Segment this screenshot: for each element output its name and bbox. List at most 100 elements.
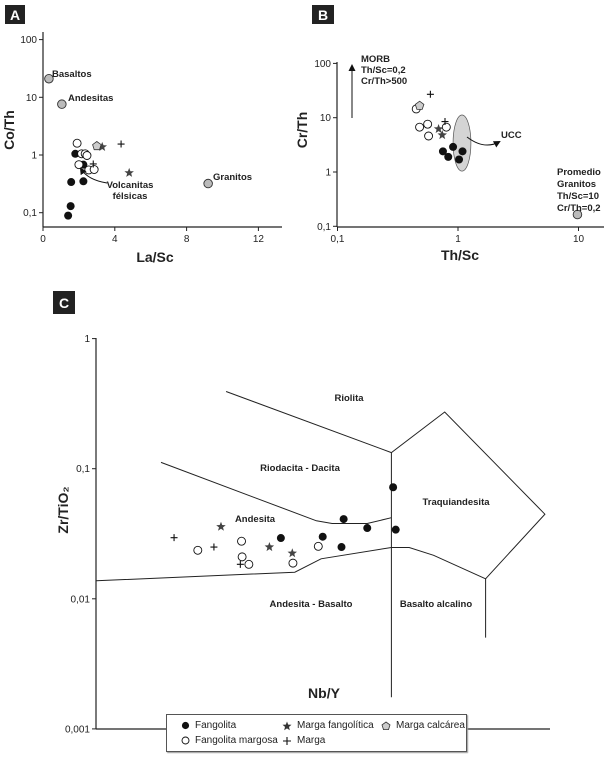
point-fangolita-margosa bbox=[415, 122, 425, 132]
y-axis-label: Co/Th bbox=[1, 110, 17, 150]
point-fangolita-margosa bbox=[244, 559, 254, 569]
point-fangolita bbox=[79, 177, 88, 186]
legend-item-fangolita: Fangolita bbox=[181, 720, 236, 731]
point-fangolita-margosa bbox=[423, 119, 433, 129]
point-fangolita bbox=[339, 515, 348, 524]
ucc-label: UCC bbox=[501, 130, 522, 141]
point-fangolita bbox=[64, 211, 73, 220]
point-fangolita bbox=[67, 178, 76, 187]
legend: Fangolita Marga fangolítica Marga calcár… bbox=[166, 714, 467, 752]
x-tick-label: 10 bbox=[573, 234, 585, 245]
y-axis-label: Zr/TiO₂ bbox=[55, 486, 71, 533]
x-tick-label: 8 bbox=[184, 234, 190, 245]
y-tick-label: 0,01 bbox=[71, 594, 91, 605]
field-label: Andesita - Basalto bbox=[270, 599, 353, 610]
annotation-label: Volcanitas bbox=[107, 180, 154, 191]
point-marga-fangolitica bbox=[264, 542, 275, 552]
point-fangolita-margosa bbox=[288, 558, 298, 568]
point-fangolita-margosa bbox=[237, 536, 246, 546]
point-fangolita bbox=[455, 155, 464, 164]
point-marga bbox=[441, 118, 449, 126]
y-tick-label: 10 bbox=[320, 113, 332, 124]
filled-circle-icon bbox=[181, 721, 190, 730]
field-label: Riodacita - Dacita bbox=[260, 463, 340, 474]
legend-label: Marga bbox=[297, 735, 326, 746]
point-marga bbox=[210, 543, 218, 551]
annotation-label: MORB bbox=[361, 54, 390, 65]
reference-point-label: Granitos bbox=[213, 172, 252, 183]
point-marga-calcarea bbox=[92, 141, 102, 151]
point-marga-fangolitica bbox=[97, 141, 107, 151]
point-fangolita-margosa bbox=[193, 545, 203, 555]
reference-point-label: Promedio bbox=[557, 167, 601, 178]
point-fangolita-margosa bbox=[237, 552, 247, 562]
point-fangolita bbox=[363, 524, 372, 533]
field-label: Riolita bbox=[334, 393, 364, 404]
y-tick-label: 0,001 bbox=[65, 724, 90, 735]
point-marga bbox=[170, 534, 178, 542]
field-boundary bbox=[96, 547, 486, 582]
x-tick-label: 0 bbox=[40, 234, 46, 245]
reference-point-label: Granitos bbox=[557, 179, 596, 190]
x-axis-label: Th/Sc bbox=[441, 247, 479, 263]
point-marga bbox=[89, 160, 97, 168]
point-fangolita bbox=[276, 534, 285, 543]
panel-label-b: B bbox=[312, 5, 334, 24]
reference-point bbox=[572, 209, 583, 220]
y-tick-label: 1 bbox=[84, 334, 90, 345]
reference-point-label: Basaltos bbox=[52, 69, 92, 80]
point-fangolita bbox=[458, 147, 467, 156]
x-tick-label: 0,1 bbox=[331, 234, 345, 245]
annotation-label: félsicas bbox=[113, 191, 148, 202]
reference-point bbox=[44, 73, 54, 84]
point-marga bbox=[426, 90, 434, 98]
reference-point bbox=[57, 99, 67, 109]
point-fangolita bbox=[318, 532, 327, 541]
point-fangolita-margosa bbox=[74, 160, 84, 170]
open-circle-icon bbox=[181, 736, 190, 745]
reference-point bbox=[203, 178, 213, 189]
point-marga bbox=[117, 140, 125, 148]
ucc-field bbox=[452, 114, 472, 172]
legend-item-marga-fangolitica: Marga fangolítica bbox=[282, 720, 374, 731]
point-fangolita bbox=[449, 142, 458, 151]
panel-b: 100 10 1 0,10,1 1 10 Th/Sc Cr/Th UCC PromedioGran… bbox=[294, 54, 604, 263]
x-tick-label: 4 bbox=[112, 234, 118, 245]
reference-point-label: Andesitas bbox=[68, 93, 113, 104]
y-axis-label: Cr/Th bbox=[294, 112, 310, 149]
point-marga bbox=[236, 560, 244, 568]
field-label: Traquiandesita bbox=[422, 497, 490, 508]
point-marga-fangolitica bbox=[287, 548, 297, 558]
y-tick-label: 10 bbox=[26, 93, 38, 104]
point-fangolita bbox=[391, 525, 400, 534]
legend-item-marga-calcarea: Marga calcárea bbox=[381, 720, 465, 731]
point-marga-calcarea bbox=[414, 100, 425, 110]
point-fangolita bbox=[444, 152, 453, 161]
y-tick-label: 0,1 bbox=[317, 222, 331, 233]
x-tick-label: 1 bbox=[455, 234, 461, 245]
panel-a: 100 10 1 0,1 0 4 8 12 La/Sc Co/Th Basaltos Andesita… bbox=[1, 32, 282, 265]
panel-c: 10,10,010,0010,11Nb/YZr/TiO₂RiolitaRioda… bbox=[55, 334, 550, 747]
annotation-label: Cr/Th>500 bbox=[361, 76, 407, 87]
point-marga-fangolitica bbox=[437, 130, 447, 140]
panel-label-c-text: C bbox=[59, 295, 69, 311]
y-tick-label: 0,1 bbox=[76, 464, 90, 475]
field-boundary bbox=[160, 461, 392, 524]
point-fangolita bbox=[71, 149, 80, 158]
ucc-arrow bbox=[466, 136, 501, 148]
panel-label-b-text: B bbox=[318, 7, 328, 23]
x-axis-label: Nb/Y bbox=[308, 685, 341, 701]
point-marga-fangolitica bbox=[216, 521, 226, 531]
x-axis-label: La/Sc bbox=[136, 249, 174, 265]
reference-point-label: Cr/Th=0,2 bbox=[557, 203, 601, 214]
y-tick-label: 100 bbox=[314, 59, 331, 70]
reference-point-label: Th/Sc=10 bbox=[557, 191, 599, 202]
y-tick-label: 1 bbox=[325, 168, 331, 179]
point-fangolita bbox=[438, 147, 447, 156]
volcanitas-arrow bbox=[79, 167, 108, 184]
point-fangolita bbox=[389, 483, 398, 492]
legend-item-marga: Marga bbox=[282, 735, 325, 746]
panel-label-a-text: A bbox=[10, 7, 20, 23]
legend-label: Marga calcárea bbox=[396, 720, 465, 731]
plus-icon bbox=[283, 736, 291, 745]
